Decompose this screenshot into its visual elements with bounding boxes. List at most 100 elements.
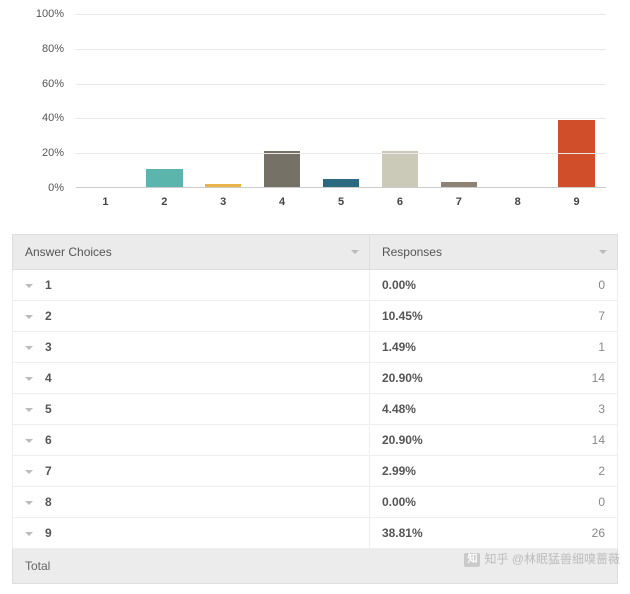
col-header-choices[interactable]: Answer Choices: [13, 235, 370, 270]
bar-chart: 0%20%40%60%80%100% 123456789: [18, 10, 612, 210]
table-row[interactable]: 9 38.81% 26: [13, 518, 618, 549]
table-row[interactable]: 7 2.99%2: [13, 456, 618, 487]
expand-caret-icon[interactable]: [25, 377, 33, 381]
choice-cell: 9: [13, 518, 370, 549]
choice-cell: 7: [13, 456, 370, 487]
expand-caret-icon[interactable]: [25, 532, 33, 536]
table-row[interactable]: 8 0.00% 0: [13, 487, 618, 518]
response-cell: 1.49% 1: [369, 332, 617, 363]
response-cell: 20.90% 14: [369, 425, 617, 456]
response-pct: 20.90%: [382, 371, 423, 385]
bar-slot: [194, 15, 253, 187]
y-tick-label: 100%: [36, 8, 64, 20]
col-header-responses-label: Responses: [382, 245, 442, 259]
choice-cell: 1: [13, 270, 370, 301]
results-table: Answer Choices Responses 1 0.00% 0 2 10.45% 7…: [12, 234, 618, 584]
x-tick-label: 7: [429, 192, 488, 210]
expand-caret-icon[interactable]: [25, 284, 33, 288]
gridline: [76, 118, 606, 119]
sort-caret-icon: [599, 250, 607, 254]
response-pct: 20.90%: [382, 433, 423, 447]
bar[interactable]: [323, 179, 360, 187]
col-header-choices-label: Answer Choices: [25, 245, 112, 259]
expand-caret-icon[interactable]: [25, 346, 33, 350]
bar-slot: [253, 15, 312, 187]
response-count: 3: [598, 402, 605, 416]
table-row[interactable]: 6 20.90% 14: [13, 425, 618, 456]
choice-label: 7: [45, 464, 52, 478]
y-tick-label: 60%: [42, 78, 64, 90]
expand-caret-icon[interactable]: [25, 501, 33, 505]
choice-cell: 5: [13, 394, 370, 425]
bar-slot: [370, 15, 429, 187]
response-count: 1: [598, 340, 605, 354]
response-cell: 2.99%2: [369, 456, 617, 487]
response-count: 0: [598, 278, 605, 292]
table-row[interactable]: 1 0.00% 0: [13, 270, 618, 301]
x-tick-label: 8: [488, 192, 547, 210]
survey-panel: 0%20%40%60%80%100% 123456789 Answer Choi…: [0, 0, 630, 594]
response-count: 2: [598, 464, 605, 478]
x-tick-label: 9: [547, 192, 606, 210]
bar[interactable]: [558, 120, 595, 187]
response-pct: 4.48%: [382, 402, 416, 416]
choice-label: 8: [45, 495, 52, 509]
response-cell: 0.00% 0: [369, 487, 617, 518]
y-tick-label: 20%: [42, 147, 64, 159]
response-count: 0: [598, 495, 605, 509]
response-count: 7: [598, 309, 605, 323]
choice-label: 4: [45, 371, 52, 385]
x-tick-label: 4: [253, 192, 312, 210]
x-tick-label: 2: [135, 192, 194, 210]
table-row[interactable]: 3 1.49% 1: [13, 332, 618, 363]
expand-caret-icon[interactable]: [25, 315, 33, 319]
choice-cell: 6: [13, 425, 370, 456]
response-pct: 0.00%: [382, 278, 416, 292]
table-row[interactable]: 2 10.45% 7: [13, 301, 618, 332]
table-row[interactable]: 5 4.48% 3: [13, 394, 618, 425]
gridline: [76, 49, 606, 50]
bar-slot: [76, 15, 135, 187]
response-count: 14: [592, 371, 605, 385]
x-axis: 123456789: [76, 192, 606, 210]
response-pct: 1.49%: [382, 340, 416, 354]
total-row: Total: [13, 549, 618, 584]
response-pct: 10.45%: [382, 309, 423, 323]
bar[interactable]: [205, 184, 242, 187]
choice-label: 2: [45, 309, 52, 323]
response-cell: 20.90% 14: [369, 363, 617, 394]
bar[interactable]: [264, 151, 301, 187]
expand-caret-icon[interactable]: [25, 408, 33, 412]
choice-cell: 8: [13, 487, 370, 518]
choice-label: 6: [45, 433, 52, 447]
y-tick-label: 80%: [42, 43, 64, 55]
x-tick-label: 5: [312, 192, 371, 210]
bar[interactable]: [382, 151, 419, 187]
x-tick-label: 1: [76, 192, 135, 210]
response-cell: 4.48% 3: [369, 394, 617, 425]
gridline: [76, 153, 606, 154]
response-cell: 38.81% 26: [369, 518, 617, 549]
expand-caret-icon[interactable]: [25, 439, 33, 443]
bar-slot: [429, 15, 488, 187]
response-count: 14: [592, 433, 605, 447]
choice-cell: 3: [13, 332, 370, 363]
response-pct: 0.00%: [382, 495, 416, 509]
table-row[interactable]: 4 20.90% 14: [13, 363, 618, 394]
response-pct: 38.81%: [382, 526, 423, 540]
choice-label: 5: [45, 402, 52, 416]
bar[interactable]: [441, 182, 478, 187]
choice-label: 1: [45, 278, 52, 292]
response-count: 26: [592, 526, 605, 540]
col-header-responses[interactable]: Responses: [369, 235, 617, 270]
table-body: 10.00%0210.45%731.49%1420.90%1454.48%362…: [13, 270, 618, 549]
bar[interactable]: [146, 169, 183, 187]
bar-slot: [547, 15, 606, 187]
x-tick-label: 3: [194, 192, 253, 210]
choice-cell: 2: [13, 301, 370, 332]
response-cell: 0.00% 0: [369, 270, 617, 301]
sort-caret-icon: [351, 250, 359, 254]
y-tick-label: 40%: [42, 112, 64, 124]
chart-plot: [76, 14, 606, 188]
expand-caret-icon[interactable]: [25, 470, 33, 474]
